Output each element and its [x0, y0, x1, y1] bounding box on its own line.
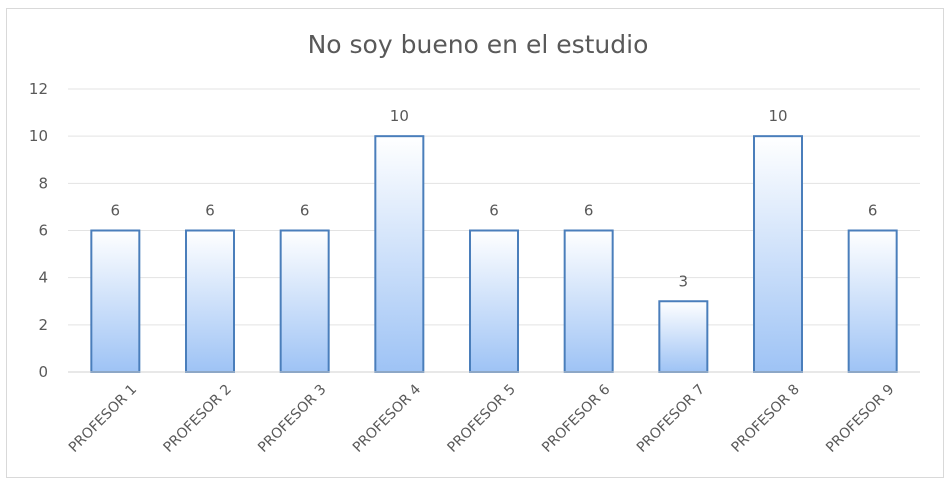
- x-category-label: PROFESOR 5: [445, 382, 519, 456]
- x-category-label: PROFESOR 9: [823, 382, 897, 456]
- data-label: 6: [205, 202, 215, 220]
- data-label: 10: [390, 107, 409, 125]
- bar: [374, 135, 425, 373]
- x-category-label: PROFESOR 8: [729, 382, 803, 456]
- bar: [469, 229, 519, 373]
- x-category-label: PROFESOR 6: [539, 381, 613, 455]
- data-label: 6: [584, 202, 594, 220]
- y-axis-tick-labels: 0 2 4 6 8 10 12: [29, 80, 48, 381]
- bar: [563, 229, 614, 373]
- data-label: 6: [489, 202, 499, 220]
- y-tick-label: 6: [38, 222, 48, 240]
- bar: [658, 300, 709, 373]
- bar: [847, 229, 898, 373]
- data-label: 6: [300, 202, 310, 220]
- x-category-label: PROFESOR 3: [255, 382, 329, 456]
- y-tick-label: 10: [29, 127, 48, 145]
- y-tick-label: 12: [29, 80, 48, 98]
- y-tick-label: 8: [38, 174, 48, 192]
- bar: [279, 229, 330, 373]
- x-category-label: PROFESOR 7: [634, 382, 708, 456]
- data-label: 10: [768, 107, 787, 125]
- data-labels: 6 6 6 10 6 6 3 10 6: [111, 107, 878, 290]
- data-label: 6: [868, 202, 878, 220]
- bar: [753, 135, 803, 373]
- y-tick-label: 2: [38, 316, 48, 334]
- bars: [90, 135, 898, 373]
- x-category-label: PROFESOR 2: [161, 382, 235, 456]
- x-category-label: PROFESOR 4: [350, 381, 424, 455]
- bar: [90, 229, 141, 373]
- data-label: 3: [679, 272, 689, 290]
- x-axis-category-labels: PROFESOR 1 PROFESOR 2 PROFESOR 3 PROFESOR 4…: [66, 381, 898, 455]
- x-category-label: PROFESOR 1: [66, 382, 140, 456]
- data-label: 6: [111, 202, 121, 220]
- chart-title: No soy bueno en el estudio: [308, 30, 649, 59]
- y-tick-label: 0: [38, 363, 48, 381]
- bar: [185, 229, 235, 373]
- y-tick-label: 4: [38, 269, 48, 287]
